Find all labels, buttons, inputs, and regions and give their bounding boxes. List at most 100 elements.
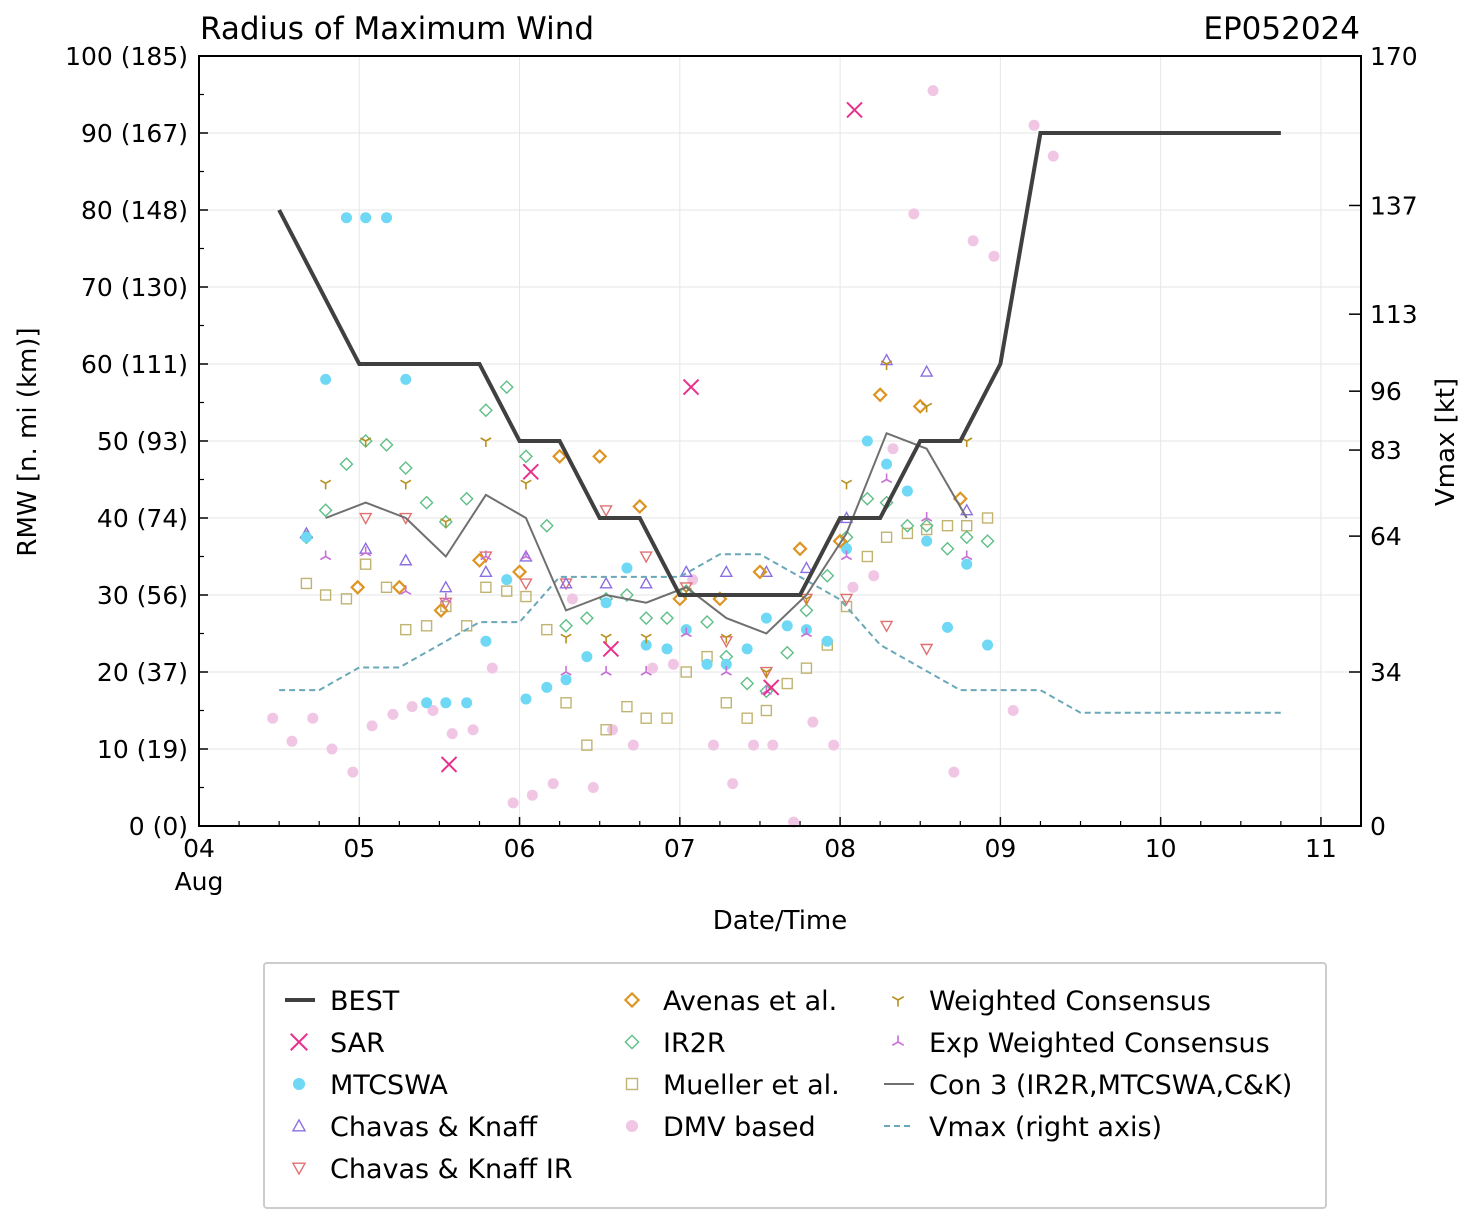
marker-dot	[387, 708, 399, 720]
x-tick-label: 04	[183, 834, 215, 863]
marker-square	[781, 677, 793, 690]
y-tick-label: 70 (130)	[81, 273, 188, 302]
legend-swatch-mueller	[625, 1077, 639, 1091]
legend-box	[263, 962, 1327, 1209]
dmv-point	[507, 797, 519, 809]
ir2r-point	[660, 611, 674, 626]
dmv-point	[788, 816, 800, 828]
marker-dot	[961, 558, 973, 570]
marker-tri-ydown	[600, 666, 612, 676]
y2-tick-label: 137	[1370, 191, 1418, 220]
marker-triangle-down	[919, 643, 934, 656]
legend-swatch-ewcons	[891, 1035, 905, 1046]
marker-dot	[1028, 119, 1040, 131]
ck-point	[559, 576, 573, 589]
marker-tri-ydown	[480, 550, 492, 561]
marker-tri-ydown	[891, 1035, 905, 1046]
avenas-point	[632, 498, 648, 515]
marker-square	[640, 712, 652, 724]
marker-square	[621, 700, 633, 713]
marker-triangle-up	[679, 564, 693, 577]
avenas-point	[350, 579, 366, 595]
dmv-point	[627, 739, 639, 751]
ir2r-point	[539, 518, 554, 533]
ck-point	[879, 353, 894, 366]
dmv-point	[446, 728, 458, 740]
wcons-point	[560, 633, 572, 644]
marker-tri-y	[360, 437, 372, 447]
series-ckir	[358, 505, 934, 679]
ir2r-point	[619, 588, 634, 602]
legend-swatch-dmv	[625, 1119, 639, 1133]
marker-diamond	[350, 579, 366, 595]
marker-diamond	[952, 491, 968, 507]
marker-dot	[440, 697, 452, 709]
marker-dot	[841, 543, 853, 555]
marker-diamond	[623, 991, 641, 1009]
marker-diamond	[752, 564, 768, 580]
avenas-point	[391, 579, 407, 595]
wcons-point	[520, 479, 532, 490]
marker-tri-y	[921, 402, 933, 413]
ckir-point	[399, 512, 413, 525]
mtcswa-point	[640, 639, 652, 651]
dmv-point	[286, 735, 298, 747]
marker-dot	[941, 621, 953, 633]
marker-tri-ydown	[720, 666, 732, 676]
marker-dot	[625, 1119, 639, 1133]
marker-diamond	[419, 495, 434, 510]
marker-dot	[868, 570, 880, 582]
mueller-point	[359, 558, 372, 570]
series-con3-line	[325, 432, 968, 635]
marker-dot	[360, 212, 372, 224]
marker-triangle-up	[519, 549, 533, 562]
marker-square	[720, 697, 733, 709]
mtcswa-point	[300, 531, 312, 543]
y-tick-label: 60 (111)	[81, 350, 188, 379]
dmv-point	[1047, 150, 1059, 162]
ir2r-point	[959, 530, 974, 545]
mtcswa-point	[480, 635, 492, 647]
marker-diamond	[459, 491, 474, 506]
marker-triangle-up	[479, 564, 493, 577]
legend-item-ck: Chavas & Knaff	[291, 1112, 539, 1143]
ewcons-point	[440, 592, 452, 603]
mtcswa-point	[421, 697, 433, 709]
dmv-point	[326, 743, 338, 755]
marker-diamond	[539, 518, 554, 533]
axes: 04 05 06 07 08 09 10 11 0 (0) 10 (19) 20 (37) 30 (5…	[65, 42, 1418, 863]
dmv-point	[948, 766, 960, 778]
marker-square	[420, 620, 433, 632]
marker-diamond	[980, 534, 995, 549]
legend-label: IR2R	[663, 1028, 726, 1059]
marker-x	[602, 640, 620, 658]
dmv-point	[1007, 705, 1019, 716]
series-ewcons	[319, 473, 973, 695]
mueller-point	[840, 600, 853, 613]
x-tick-label: 09	[984, 834, 1016, 863]
dmv-point	[767, 739, 779, 751]
marker-diamond	[639, 611, 654, 626]
legend-swatch-mtcswa	[292, 1077, 306, 1091]
marker-tri-y	[891, 996, 905, 1007]
mueller-point	[961, 520, 973, 532]
ir2r-point	[780, 645, 795, 660]
legend-item-wcons: Weighted Consensus	[891, 986, 1211, 1017]
marker-tri-ydown	[880, 473, 893, 484]
marker-diamond	[471, 552, 488, 568]
mueller-point	[680, 666, 692, 678]
avenas-point	[872, 387, 888, 403]
marker-triangle-up	[799, 561, 814, 574]
marker-square	[981, 512, 994, 524]
marker-tri-y	[720, 633, 732, 644]
legend-item-mtcswa: MTCSWA	[292, 1070, 448, 1101]
legend-swatch-sar	[290, 1033, 308, 1051]
x-axis-month-label: Aug	[175, 867, 224, 896]
mueller-point	[621, 700, 633, 713]
dmv-point	[908, 208, 920, 220]
ewcons-point	[560, 666, 572, 676]
mueller-point	[901, 527, 914, 540]
legend-label: Mueller et al.	[663, 1070, 840, 1101]
marker-tri-y	[640, 633, 652, 644]
